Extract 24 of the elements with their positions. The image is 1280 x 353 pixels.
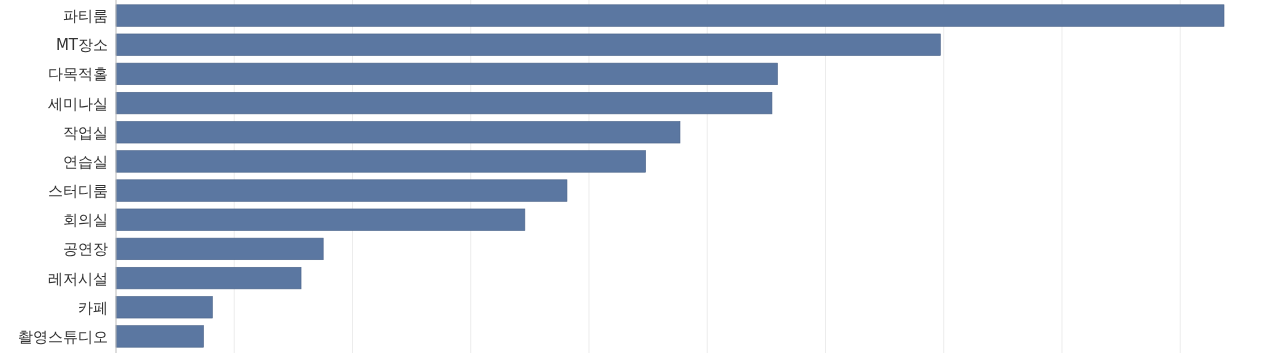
bar	[115, 33, 941, 56]
bar	[115, 91, 773, 115]
bar	[115, 179, 568, 202]
bar	[115, 121, 681, 144]
y-tick-label: 촬영스튜디오	[18, 327, 108, 346]
y-tick-label: MT장소	[55, 36, 108, 55]
bar	[115, 208, 526, 231]
y-tick-label: 작업실	[63, 123, 108, 142]
y-tick-label: 연습실	[63, 152, 108, 171]
y-tick-label: 세미나실	[48, 94, 108, 113]
bar	[115, 4, 1225, 27]
bar	[115, 150, 646, 173]
bar	[115, 237, 324, 261]
y-tick-label: 다목적홀	[48, 65, 108, 84]
y-tick-label: 공연장	[63, 240, 108, 259]
bar	[115, 62, 778, 86]
y-tick-label: 회의실	[63, 211, 108, 230]
bar	[115, 296, 213, 319]
y-tick-label: 파티룸	[63, 7, 108, 26]
bar	[115, 266, 302, 290]
y-tick-label: 카페	[78, 298, 108, 317]
y-tick-label: 레저시설	[48, 269, 108, 288]
y-tick-label: 스터디룸	[48, 182, 108, 201]
bar	[115, 325, 204, 348]
